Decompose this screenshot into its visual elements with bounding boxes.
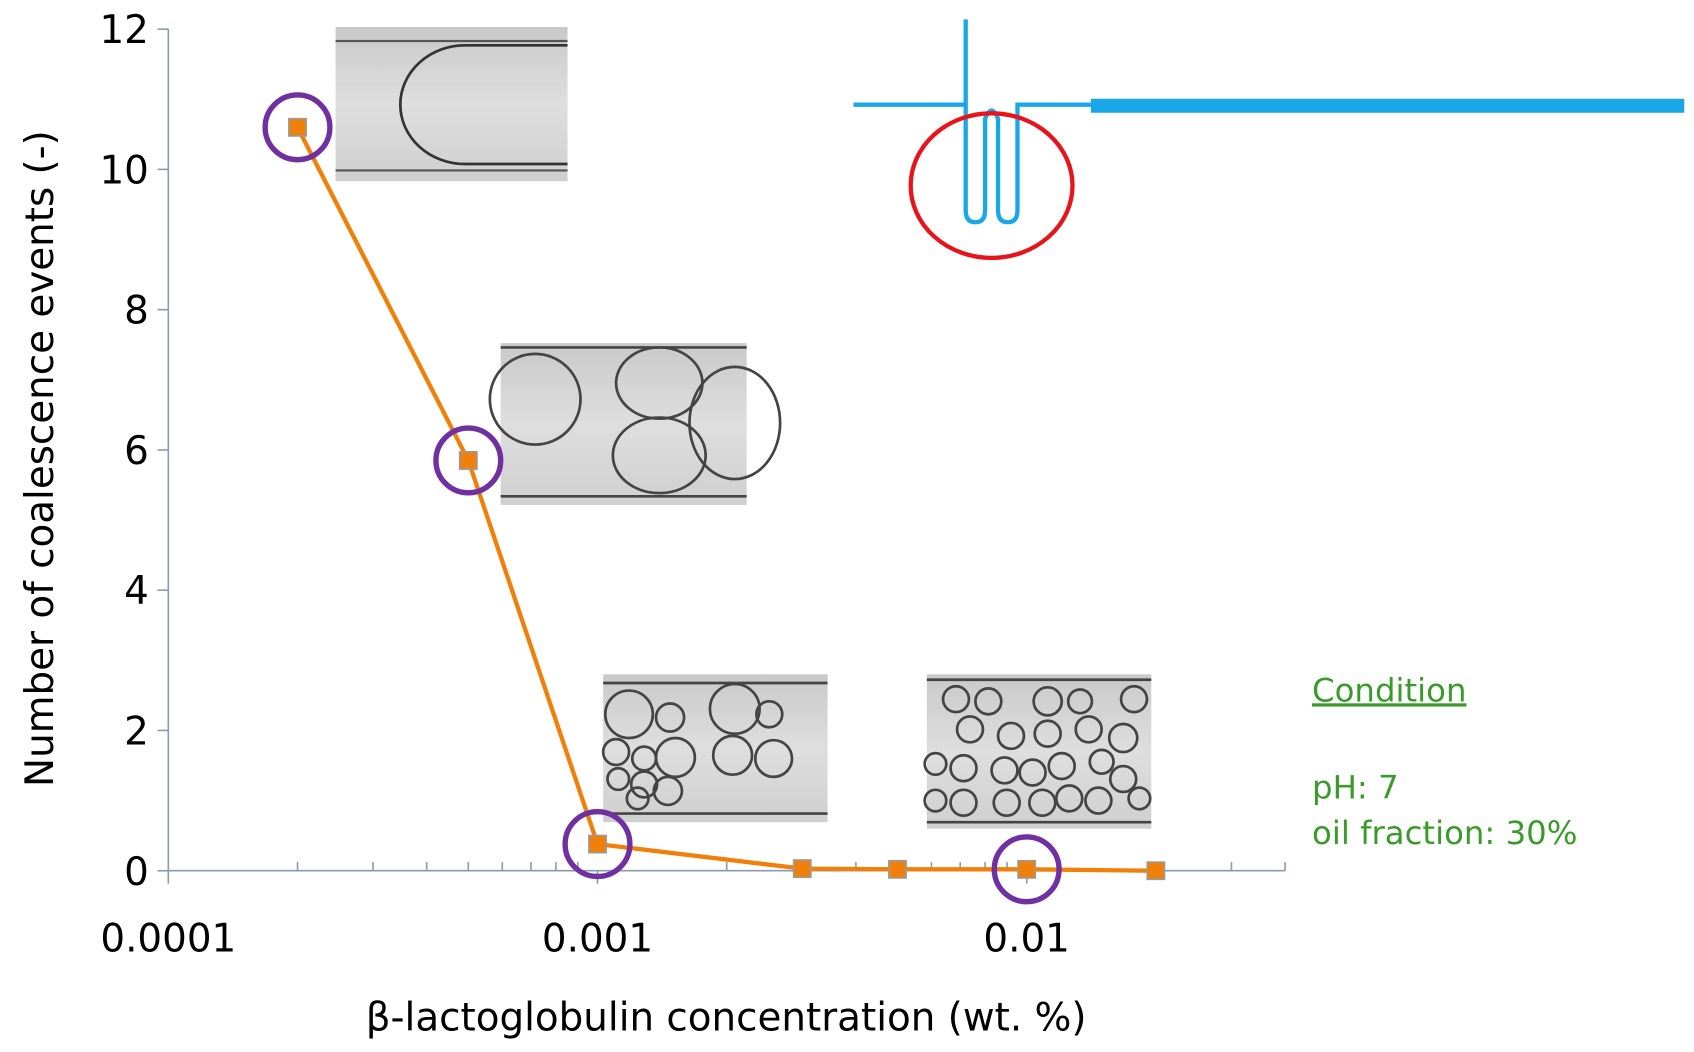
data-point [589,835,606,852]
y-tick-label: 12 [99,8,148,53]
highlight-ellipse [911,113,1073,258]
condition-line: pH: 7 [1312,768,1399,806]
micrograph [603,674,827,822]
y-tick-label: 10 [99,148,148,193]
data-point [289,119,306,136]
x-tick-label: 0.01 [983,917,1069,962]
x-axis-title: β-lactoglobulin concentration (wt. %) [366,995,1087,1040]
micrograph [336,27,568,181]
y-tick-label: 4 [124,569,149,614]
x-tick-label: 0.001 [542,917,653,962]
data-point [794,860,811,877]
condition-title: Condition [1312,671,1466,709]
chart: β-lactoglobulin concentration (wt. %) Nu… [0,0,1694,1052]
channel-schematic [853,19,1684,222]
condition-line: oil fraction: 30% [1312,814,1577,852]
y-tick-label: 0 [124,850,149,895]
x-tick-label: 0.0001 [100,917,236,962]
y-tick-label: 8 [124,289,149,334]
data-point [1018,861,1035,878]
page: {"chart_data": {"type": "line", "x_label… [0,0,1694,1052]
y-tick-label: 6 [124,429,149,474]
y-tick-label: 2 [124,709,149,754]
micrograph [925,674,1152,828]
data-point [889,861,906,878]
micrograph [490,343,780,505]
data-point [460,452,477,469]
data-point [1147,862,1164,879]
y-axis-title: Number of coalescence events (-) [18,130,63,787]
